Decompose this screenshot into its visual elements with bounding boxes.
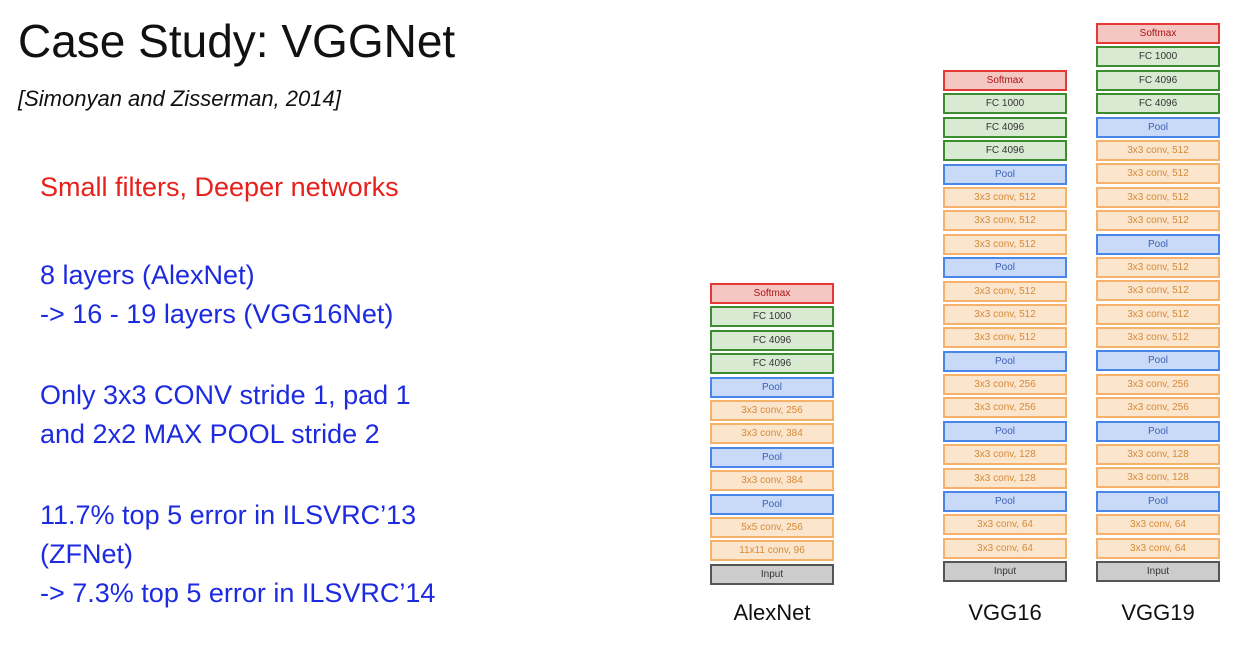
vgg16-layer-conv: 3x3 conv, 512 [943,210,1067,232]
vgg16-layer-conv: 3x3 conv, 512 [943,233,1067,255]
vgg19-layer-conv: 3x3 conv, 512 [1096,210,1220,232]
vgg19-layer-conv: 3x3 conv, 512 [1096,327,1220,349]
bullet-conv-line1: Only 3x3 CONV stride 1, pad 1 [40,380,411,410]
vgg16-stack: Softmax FC 1000 FC 4096 FC 4096 Pool 3x3 conv… [943,70,1067,585]
vgg19-layer-input: Input [1096,560,1220,582]
vgg19-layer-conv: 3x3 conv, 512 [1096,303,1220,325]
alexnet-layer-pool: Pool [710,446,834,468]
alexnet-layer-pool: Pool [710,376,834,398]
vgg16-label: VGG16 [968,600,1042,625]
vgg19-layer-conv: 3x3 conv, 128 [1096,444,1220,466]
bullet-layers-line2: -> 16 - 19 layers (VGG16Net) [40,299,394,329]
vgg16-layer-pool: Pool [943,163,1067,185]
vgg16-layer-conv: 3x3 conv, 256 [943,397,1067,419]
alexnet-layer-fc: FC 4096 [710,329,834,351]
vgg19-layer-fc: FC 1000 [1096,46,1220,68]
bullet-error: 11.7% top 5 error in ILSVRC’13 (ZFNet) -… [40,496,435,613]
vgg16-layer-fc: FC 4096 [943,116,1067,138]
alexnet-layer-pool: Pool [710,493,834,515]
alexnet-layer-softmax: Softmax [710,283,834,304]
alexnet-label: AlexNet [733,600,811,625]
alexnet-layer-fc: FC 4096 [710,353,834,375]
vgg16-layer-conv: 3x3 conv, 512 [943,186,1067,208]
vgg19-layer-conv: 3x3 conv, 512 [1096,256,1220,278]
vgg16-layer-fc: FC 4096 [943,140,1067,162]
alexnet-stack: Softmax FC 1000 FC 4096 FC 4096 Pool 3x3 conv… [710,283,834,587]
vgg19-layer-conv: 3x3 conv, 512 [1096,280,1220,302]
bullet-conv-line2: and 2x2 MAX POOL stride 2 [40,419,380,449]
vgg19-stack: Softmax FC 1000 FC 4096 FC 4096 Pool 3x3 conv… [1096,23,1220,584]
vgg19-layer-conv: 3x3 conv, 128 [1096,467,1220,489]
vgg16-layer-conv: 3x3 conv, 128 [943,444,1067,466]
vgg19-layer-pool: Pool [1096,116,1220,138]
citation: [Simonyan and Zisserman, 2014] [18,86,341,111]
vgg19-layer-conv: 3x3 conv, 512 [1096,186,1220,208]
bullet-error-line1: 11.7% top 5 error in ILSVRC’13 [40,500,417,530]
alexnet-layer-fc: FC 1000 [710,306,834,328]
vgg16-layer-pool: Pool [943,257,1067,279]
vgg19-layer-conv: 3x3 conv, 64 [1096,537,1220,559]
vgg16-layer-conv: 3x3 conv, 512 [943,280,1067,302]
vgg16-layer-conv: 3x3 conv, 64 [943,514,1067,536]
alexnet-layer-conv: 11x11 conv, 96 [710,540,834,562]
vgg19-layer-pool: Pool [1096,420,1220,442]
vgg16-layer-pool: Pool [943,350,1067,372]
vgg19-layer-fc: FC 4096 [1096,93,1220,115]
vgg19-layer-conv: 3x3 conv, 64 [1096,514,1220,536]
vgg16-layer-input: Input [943,561,1067,583]
vgg16-layer-softmax: Softmax [943,70,1067,91]
bullet-error-line3: -> 7.3% top 5 error in ILSVRC’14 [40,578,436,608]
vgg19-layer-fc: FC 4096 [1096,69,1220,91]
vgg19-layer-softmax: Softmax [1096,23,1220,44]
vgg16-layer-conv: 3x3 conv, 512 [943,327,1067,349]
vgg19-layer-conv: 3x3 conv, 256 [1096,373,1220,395]
alexnet-layer-conv: 5x5 conv, 256 [710,516,834,538]
alexnet-layer-input: Input [710,563,834,585]
vgg19-layer-conv: 3x3 conv, 512 [1096,139,1220,161]
vgg19-layer-conv: 3x3 conv, 256 [1096,397,1220,419]
vgg19-layer-pool: Pool [1096,490,1220,512]
vgg16-layer-fc: FC 1000 [943,93,1067,115]
vgg19-layer-conv: 3x3 conv, 512 [1096,163,1220,185]
alexnet-layer-conv: 3x3 conv, 256 [710,399,834,421]
bullet-small-filters: Small filters, Deeper networks [40,168,399,207]
bullet-conv: Only 3x3 CONV stride 1, pad 1 and 2x2 MA… [40,376,411,454]
vgg16-layer-conv: 3x3 conv, 256 [943,374,1067,396]
vgg16-layer-conv: 3x3 conv, 512 [943,303,1067,325]
vgg16-layer-pool: Pool [943,491,1067,513]
slide-title: Case Study: VGGNet [18,15,456,67]
alexnet-layer-conv: 3x3 conv, 384 [710,423,834,445]
vgg19-layer-pool: Pool [1096,350,1220,372]
bullet-small-filters-text: Small filters, Deeper networks [40,172,399,202]
bullet-layers-line1: 8 layers (AlexNet) [40,260,255,290]
vgg19-label: VGG19 [1121,600,1195,625]
vgg16-layer-conv: 3x3 conv, 64 [943,537,1067,559]
vgg16-layer-pool: Pool [943,420,1067,442]
vgg19-layer-pool: Pool [1096,233,1220,255]
bullet-error-line2: (ZFNet) [40,539,133,569]
bullet-layers: 8 layers (AlexNet) -> 16 - 19 layers (VG… [40,256,393,334]
vgg16-layer-conv: 3x3 conv, 128 [943,467,1067,489]
alexnet-layer-conv: 3x3 conv, 384 [710,470,834,492]
